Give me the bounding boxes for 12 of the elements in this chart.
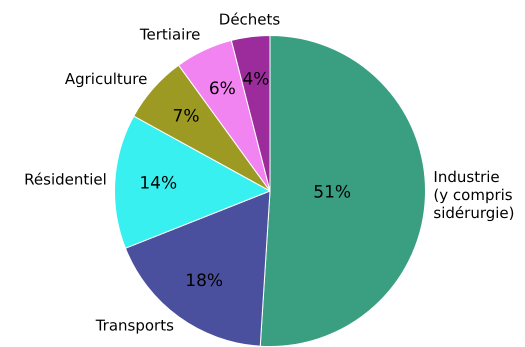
slice-label: Résidentiel: [24, 170, 107, 188]
slice-label: Déchets: [218, 10, 280, 29]
slice-label: Agriculture: [64, 70, 148, 88]
data-label: 14%: [139, 173, 178, 194]
slice-label: Transports: [94, 316, 174, 334]
data-label: 4%: [242, 69, 270, 90]
data-label: 18%: [185, 271, 224, 291]
slice-label: Industrie (y compris sidérurgie): [433, 168, 515, 222]
data-label: 51%: [313, 182, 352, 202]
data-label: 7%: [172, 106, 200, 126]
data-label: 6%: [208, 79, 236, 100]
slice-label: Tertiaire: [138, 25, 200, 44]
